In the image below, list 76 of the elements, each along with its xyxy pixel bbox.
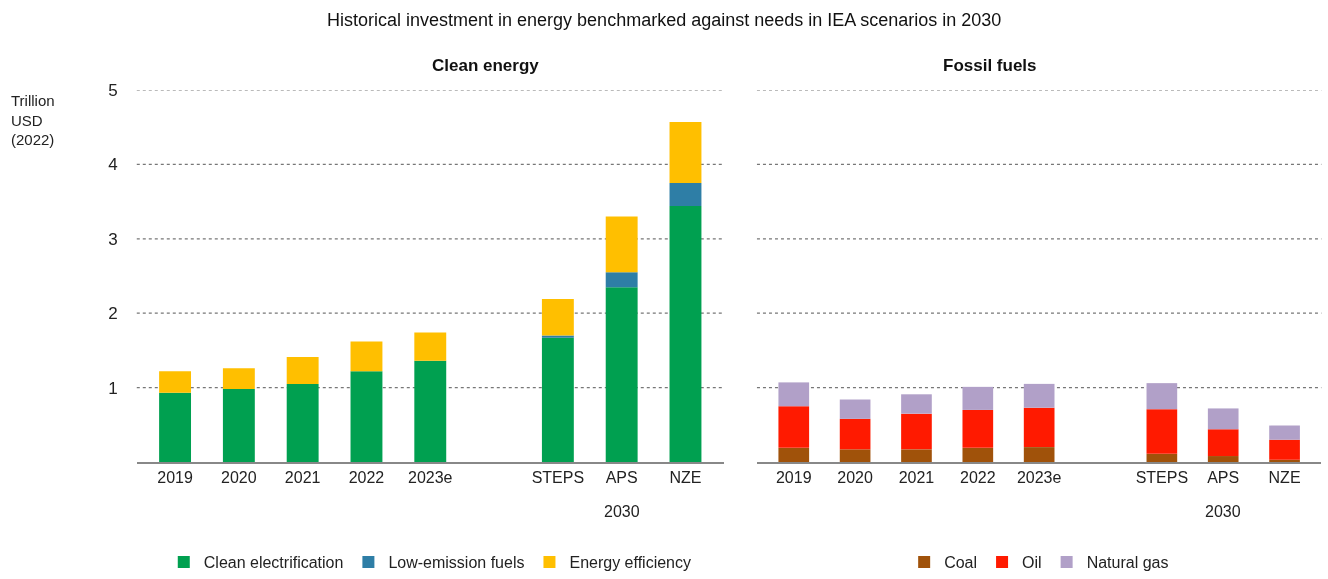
bar bbox=[839, 418, 871, 450]
bar bbox=[901, 394, 932, 414]
x-tick-label: NZE bbox=[1268, 468, 1301, 486]
bar bbox=[414, 332, 447, 361]
x-tick-label: 2019 bbox=[775, 468, 812, 486]
x-tick-label: 2023e bbox=[408, 468, 453, 486]
bar bbox=[286, 383, 319, 462]
x-tick-label: 2023e bbox=[1016, 468, 1062, 486]
text: 2030 bbox=[1205, 503, 1241, 520]
bar bbox=[541, 337, 574, 462]
bar bbox=[1269, 459, 1300, 462]
bar bbox=[1146, 453, 1178, 462]
bar bbox=[1023, 383, 1055, 408]
x-tick-label: 2020 bbox=[221, 468, 257, 486]
bar bbox=[605, 272, 638, 288]
bar bbox=[962, 447, 994, 462]
y-tick-label: 2 bbox=[108, 304, 118, 324]
bar bbox=[669, 121, 702, 183]
x-tick-label: APS bbox=[1207, 468, 1240, 486]
x-tick-label: 2021 bbox=[898, 468, 935, 486]
legend-label: Clean electrification bbox=[203, 554, 344, 572]
bar bbox=[669, 206, 702, 462]
bar bbox=[1023, 447, 1055, 462]
legend-label: Natural gas bbox=[1086, 554, 1169, 572]
bar bbox=[901, 413, 932, 450]
y-tick-label: 1 bbox=[108, 378, 118, 398]
chart-subtitle: Fossil fuels bbox=[943, 56, 1037, 75]
chart-subtitle: Clean energy bbox=[432, 56, 540, 75]
x-tick-label: NZE bbox=[669, 468, 702, 486]
bar bbox=[839, 399, 871, 419]
bar bbox=[839, 449, 871, 462]
text: 2030 bbox=[604, 503, 640, 520]
bar bbox=[541, 335, 574, 338]
bar bbox=[222, 368, 255, 390]
x-tick-label: APS bbox=[605, 468, 638, 486]
y-tick-label: 3 bbox=[108, 229, 118, 249]
bar bbox=[159, 371, 192, 393]
legend-label: Low-emission fuels bbox=[388, 554, 525, 572]
bar bbox=[778, 406, 810, 448]
bar bbox=[159, 392, 192, 462]
x-tick-label: STEPS bbox=[531, 468, 585, 486]
bar bbox=[778, 382, 810, 407]
bar bbox=[222, 389, 255, 462]
y-tick-label: 5 bbox=[108, 80, 118, 100]
bar bbox=[350, 371, 383, 462]
bar bbox=[1207, 408, 1239, 430]
bar bbox=[286, 357, 319, 384]
bar bbox=[1269, 439, 1300, 460]
legend-label: Energy efficiency bbox=[569, 554, 692, 572]
bar bbox=[1207, 429, 1239, 457]
chart-title: Historical investment in energy benchmarked against needs in IEA scenarios in 2030 bbox=[327, 10, 1002, 30]
y-tick-label: 4 bbox=[108, 155, 118, 175]
bar bbox=[1146, 409, 1178, 454]
bar bbox=[350, 341, 383, 372]
bar bbox=[962, 386, 994, 410]
legend-label: Oil bbox=[1022, 554, 1042, 572]
bar bbox=[1146, 383, 1178, 410]
bar bbox=[605, 287, 638, 462]
x-tick-label: 2022 bbox=[348, 468, 385, 486]
bar bbox=[669, 183, 702, 207]
y-axis-title: Trillion USD (2022) bbox=[11, 92, 55, 148]
bar bbox=[605, 216, 638, 273]
bar bbox=[901, 449, 932, 462]
x-tick-label: 2022 bbox=[960, 468, 996, 486]
bar bbox=[1023, 407, 1055, 448]
bar bbox=[962, 409, 994, 448]
bar bbox=[778, 447, 810, 462]
bar bbox=[414, 360, 447, 462]
x-tick-label: 2020 bbox=[837, 468, 874, 486]
x-tick-label: 2021 bbox=[284, 468, 321, 486]
bar bbox=[541, 299, 574, 336]
legend-label: Coal bbox=[944, 554, 978, 572]
bar bbox=[1207, 456, 1239, 462]
x-tick-label: STEPS bbox=[1135, 468, 1189, 486]
bar bbox=[1269, 425, 1300, 440]
x-tick-label: 2019 bbox=[157, 468, 193, 486]
